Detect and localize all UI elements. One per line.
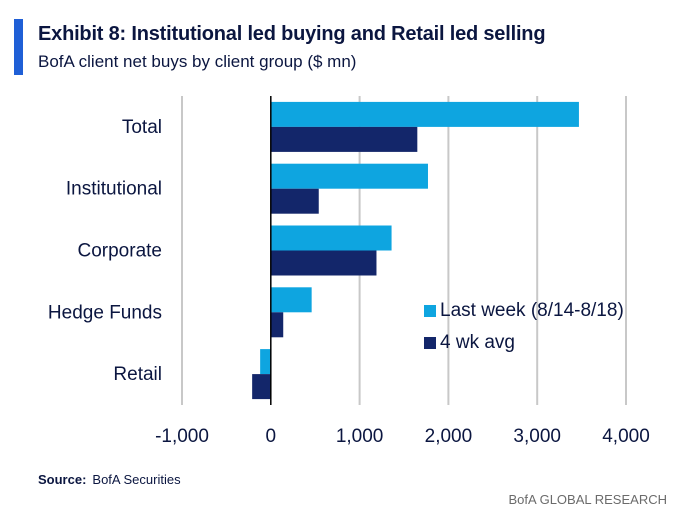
x-tick-label-1: 0 (266, 426, 277, 447)
category-label-hedge-funds: Hedge Funds (48, 302, 162, 323)
bar-institutional-4wk-avg (270, 188, 319, 214)
legend-swatch-last-week (424, 305, 436, 317)
category-label-total: Total (122, 117, 162, 138)
x-tick-labels: -1,000 0 1,000 2,000 3,000 4,000 (155, 426, 650, 447)
legend-label-last-week: Last week (8/14-8/18) (440, 300, 624, 321)
category-label-institutional: Institutional (66, 179, 162, 200)
bar-total-4wk-avg (270, 126, 418, 152)
legend-swatch-4wk-avg (424, 337, 436, 349)
category-label-corporate: Corporate (78, 241, 163, 262)
brand-footer: BofA GLOBAL RESEARCH (508, 492, 667, 507)
bar-corporate-4wk-avg (270, 250, 377, 276)
chart-subtitle: BofA client net buys by client group ($ … (38, 52, 357, 71)
chart-title: Exhibit 8: Institutional led buying and … (38, 23, 546, 45)
bar-retail-last-week (260, 349, 271, 375)
source-note: Source: BofA Securities (38, 472, 181, 487)
source-text: BofA Securities (92, 472, 181, 487)
source-label: Source: (38, 472, 87, 487)
x-tick-label-0: -1,000 (155, 426, 209, 447)
bar-corporate-last-week (270, 225, 392, 251)
x-tick-label-4: 3,000 (513, 426, 561, 447)
bar-institutional-last-week (270, 163, 428, 189)
bar-retail-4wk-avg (252, 374, 271, 400)
bars (252, 101, 579, 400)
bar-hedge-funds-last-week (270, 287, 312, 313)
category-label-retail: Retail (113, 364, 162, 385)
bar-hedge-funds-4wk-avg (270, 312, 284, 338)
x-tick-label-3: 2,000 (425, 426, 473, 447)
legend: Last week (8/14-8/18) 4 wk avg (424, 300, 624, 353)
legend-label-4wk-avg: 4 wk avg (440, 332, 515, 353)
x-tick-label-5: 4,000 (602, 426, 650, 447)
accent-bar (14, 19, 23, 75)
bar-total-last-week (270, 101, 579, 127)
x-tick-label-2: 1,000 (336, 426, 384, 447)
category-labels: Total Institutional Corporate Hedge Funds Re… (48, 117, 162, 385)
